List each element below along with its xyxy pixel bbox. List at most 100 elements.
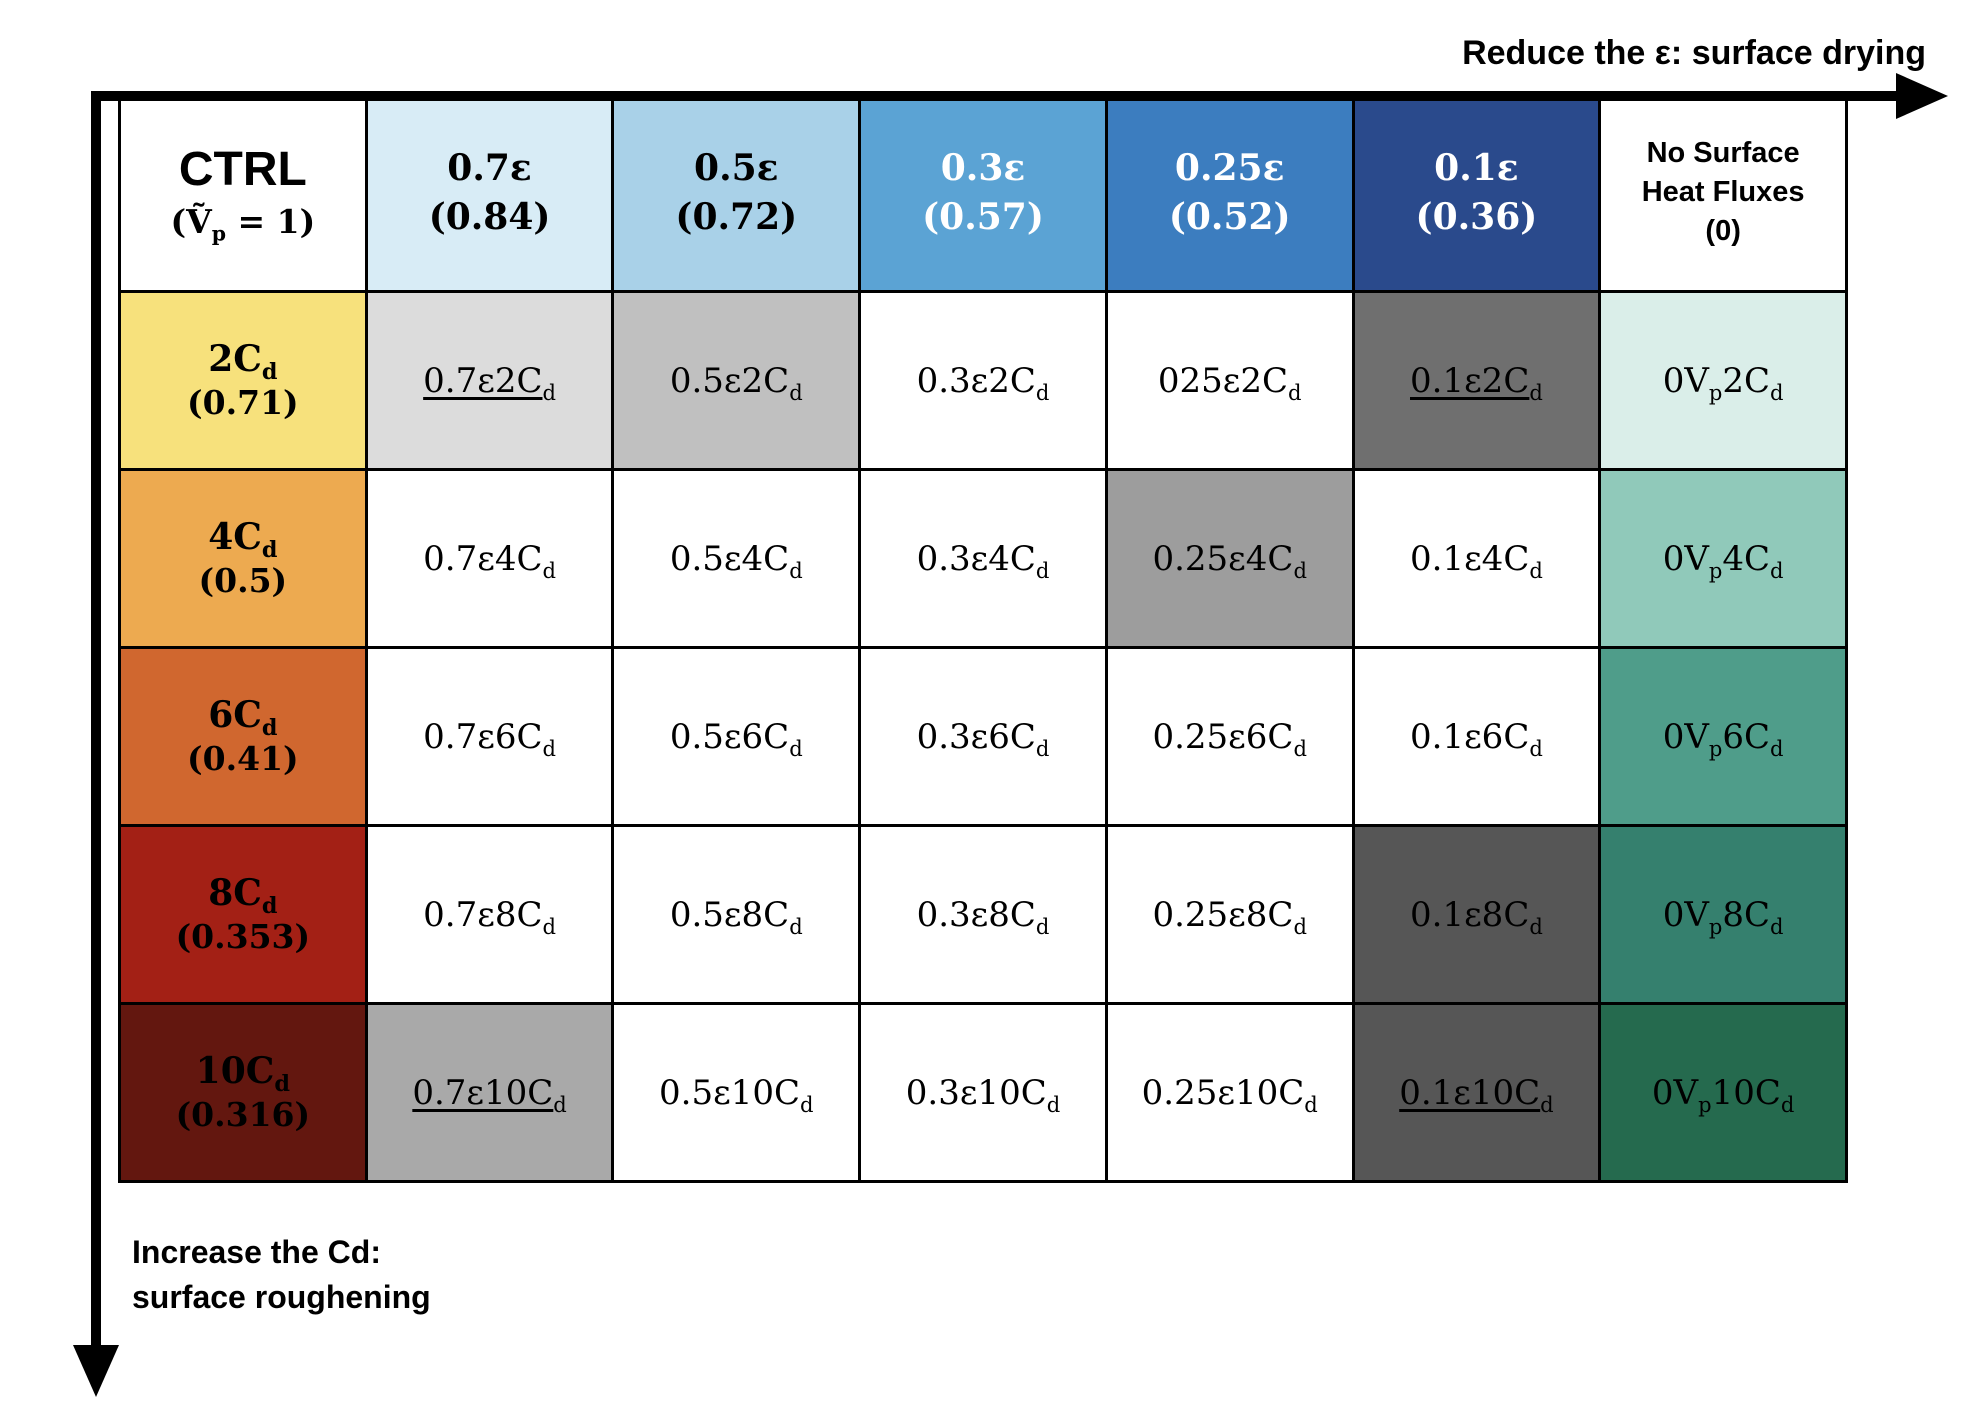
- cell-0.1e6Cd: 0.1ε6Cd: [1354, 649, 1599, 824]
- cell-0Vp4Cd: 0Vp4Cd: [1601, 471, 1845, 646]
- col-header-line: (0.52): [1168, 195, 1291, 238]
- cell-label: 0.5ε6Cd: [669, 716, 803, 761]
- cell-label: 0.7ε2Cd: [423, 360, 556, 405]
- cell-label: 0.1ε10Cd: [1399, 1072, 1554, 1117]
- cell-0.5e6Cd: 0.5ε6Cd: [614, 649, 859, 824]
- cell-label: 0.3ε6Cd: [916, 716, 1050, 761]
- row-header-label: 10Cd: [195, 1049, 291, 1097]
- cell-label: 0Vp8Cd: [1662, 894, 1784, 939]
- cell-0.5e2Cd: 0.5ε2Cd: [614, 293, 859, 468]
- cell-0.25e6Cd: 0.25ε6Cd: [1107, 649, 1352, 824]
- col-header-line: 0.5ε: [694, 146, 779, 189]
- cell-0Vp6Cd: 0Vp6Cd: [1601, 649, 1845, 824]
- cell-label: 0.5ε8Cd: [669, 894, 803, 939]
- row-header-6Cd: 6Cd (0.41): [121, 649, 365, 824]
- col-header-0.1eps: 0.1ε (0.36): [1354, 95, 1599, 290]
- col-header-line: (0.57): [922, 195, 1044, 238]
- col-header-line: (0.84): [428, 195, 551, 238]
- cell-label: 0.7ε6Cd: [423, 716, 556, 761]
- row-header-value: (0.41): [187, 739, 299, 779]
- cell-label: 0.1ε4Cd: [1410, 538, 1543, 583]
- col-header-line: Heat Fluxes: [1641, 175, 1805, 208]
- row-header-label: 4Cd: [208, 515, 278, 563]
- ctrl-title: CTRL: [178, 142, 307, 196]
- left-axis-label-line1: Increase the Cd:: [132, 1234, 381, 1270]
- cell-label: 0.3ε4Cd: [916, 538, 1050, 583]
- cell-0.1e8Cd: 0.1ε8Cd: [1354, 827, 1599, 1002]
- col-header-line: 0.3ε: [940, 146, 1026, 189]
- left-axis-label-line2: surface roughening: [132, 1278, 431, 1315]
- cell-label: 0.5ε2Cd: [669, 360, 803, 405]
- cell-0.25e8Cd: 0.25ε8Cd: [1107, 827, 1352, 1002]
- row-header-2Cd: 2Cd (0.71): [121, 293, 365, 468]
- experiment-matrix: CTRL (Ṽp = 1) 0.7ε (0.84) 0.5ε (0.72) 0.3ε (0.5…: [118, 92, 1848, 1183]
- cell-label: 0.7ε4Cd: [423, 538, 556, 583]
- col-header-0.5eps: 0.5ε (0.72): [614, 95, 859, 290]
- cell-label: 0.25ε8Cd: [1152, 894, 1307, 939]
- row-header-value: (0.353): [175, 917, 311, 957]
- cell-0Vp8Cd: 0Vp8Cd: [1601, 827, 1845, 1002]
- cell-label: 0.5ε10Cd: [659, 1072, 814, 1117]
- cell-0.3e10Cd: 0.3ε10Cd: [861, 1005, 1105, 1180]
- left-axis-arrow-shaft: [91, 91, 101, 1347]
- cell-label: 0Vp6Cd: [1662, 716, 1784, 761]
- cell-label: 0.3ε10Cd: [905, 1072, 1061, 1117]
- top-axis-label: Reduce the ε: surface drying: [1462, 34, 1926, 72]
- cell-0.3e6Cd: 0.3ε6Cd: [861, 649, 1105, 824]
- cell-0.7e6Cd: 0.7ε6Cd: [367, 649, 612, 824]
- cell-label: 0.1ε8Cd: [1410, 894, 1543, 939]
- cell-0.1e2Cd: 0.1ε2Cd: [1354, 293, 1599, 468]
- cell-label: 0Vp10Cd: [1651, 1072, 1795, 1117]
- top-axis-arrow-head-icon: [1896, 73, 1948, 119]
- row-header-10Cd: 10Cd (0.316): [121, 1005, 365, 1180]
- cell-0.3e2Cd: 0.3ε2Cd: [861, 293, 1105, 468]
- col-header-line: (0): [1705, 215, 1741, 248]
- row-header-value: (0.316): [175, 1095, 311, 1135]
- col-header-ctrl: CTRL (Ṽp = 1): [121, 95, 365, 290]
- cell-0.5e4Cd: 0.5ε4Cd: [614, 471, 859, 646]
- col-header-line: 0.1ε: [1434, 146, 1519, 189]
- row-header-8Cd: 8Cd (0.353): [121, 827, 365, 1002]
- cell-0Vp2Cd: 0Vp2Cd: [1601, 293, 1845, 468]
- cell-label: 0.1ε2Cd: [1410, 360, 1543, 405]
- row-header-label: 2Cd: [208, 337, 278, 385]
- cell-label: 0.7ε10Cd: [412, 1072, 567, 1117]
- cell-0.3e4Cd: 0.3ε4Cd: [861, 471, 1105, 646]
- cell-0.25e4Cd: 0.25ε4Cd: [1107, 471, 1352, 646]
- top-axis-arrow-shaft: [92, 91, 1898, 101]
- cell-label: 0.3ε8Cd: [916, 894, 1050, 939]
- cell-0.7e4Cd: 0.7ε4Cd: [367, 471, 612, 646]
- col-header-no-surface-heat-fluxes: No Surface Heat Fluxes (0): [1601, 95, 1845, 290]
- col-header-line: 0.7ε: [447, 146, 532, 189]
- cell-0Vp10Cd: 0Vp10Cd: [1601, 1005, 1845, 1180]
- row-header-value: (0.5): [198, 561, 288, 601]
- cell-0.7e8Cd: 0.7ε8Cd: [367, 827, 612, 1002]
- col-header-0.7eps: 0.7ε (0.84): [367, 95, 612, 290]
- left-axis-label: Increase the Cd: surface roughening: [132, 1230, 431, 1320]
- cell-label: 0.25ε4Cd: [1152, 538, 1307, 583]
- cell-0.7e10Cd: 0.7ε10Cd: [367, 1005, 612, 1180]
- col-header-line: (0.72): [675, 195, 798, 238]
- cell-0.5e8Cd: 0.5ε8Cd: [614, 827, 859, 1002]
- cell-label: 0Vp2Cd: [1662, 360, 1784, 405]
- cell-0.5e10Cd: 0.5ε10Cd: [614, 1005, 859, 1180]
- col-header-0.3eps: 0.3ε (0.57): [861, 95, 1105, 290]
- row-header-label: 8Cd: [208, 871, 278, 919]
- col-header-0.25eps: 0.25ε (0.52): [1107, 95, 1352, 290]
- cell-0.7e2Cd: 0.7ε2Cd: [367, 293, 612, 468]
- cell-label: 0.5ε4Cd: [669, 538, 803, 583]
- cell-label: 0.1ε6Cd: [1410, 716, 1543, 761]
- cell-0.25e10Cd: 0.25ε10Cd: [1107, 1005, 1352, 1180]
- cell-label: 0.3ε2Cd: [916, 360, 1050, 405]
- row-header-label: 6Cd: [208, 693, 278, 741]
- row-header-value: (0.71): [187, 383, 299, 423]
- col-header-line: 0.25ε: [1174, 146, 1285, 189]
- cell-label: 0.25ε10Cd: [1141, 1072, 1318, 1117]
- ctrl-subtitle: (Ṽp = 1): [170, 202, 316, 246]
- col-header-line: (0.36): [1415, 195, 1538, 238]
- col-header-line: No Surface: [1646, 136, 1800, 169]
- left-axis-arrow-head-icon: [73, 1345, 119, 1397]
- cell-025e2Cd: 025ε2Cd: [1107, 293, 1352, 468]
- cell-0.1e4Cd: 0.1ε4Cd: [1354, 471, 1599, 646]
